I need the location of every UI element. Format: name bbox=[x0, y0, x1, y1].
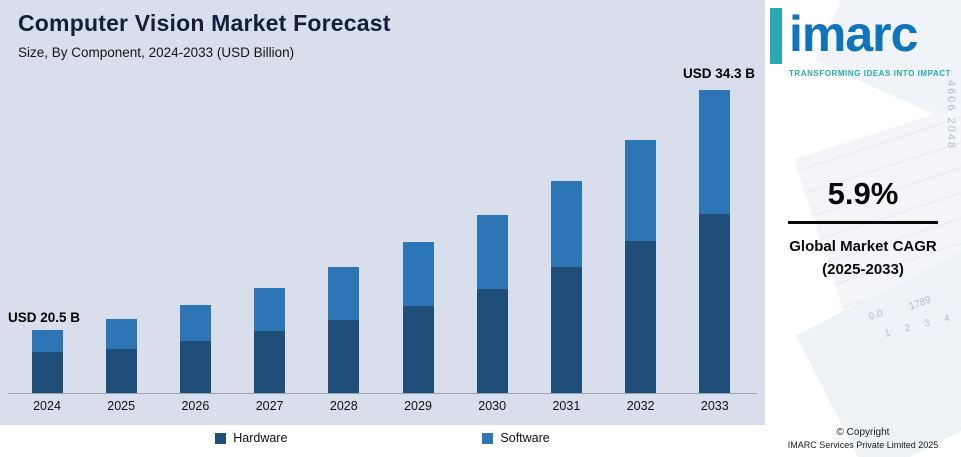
chart-subtitle: Size, By Component, 2024-2033 (USD Billi… bbox=[18, 45, 295, 60]
software-segment bbox=[105, 319, 137, 349]
legend-label-software: Software bbox=[500, 431, 550, 445]
cagr-block: 5.9% Global Market CAGR (2025-2033) bbox=[765, 176, 961, 282]
value-label-2024: USD 20.5 B bbox=[8, 310, 81, 325]
software-segment bbox=[31, 330, 63, 352]
x-tick-2026: 2026 bbox=[181, 399, 210, 413]
hardware-segment bbox=[402, 306, 434, 393]
bar-2031 bbox=[550, 181, 582, 393]
hardware-segment bbox=[328, 320, 360, 393]
software-segment bbox=[699, 90, 731, 214]
bar-2030 bbox=[476, 215, 508, 393]
imarc-logo: imarc bbox=[770, 6, 918, 64]
copyright-line2: IMARC Services Private Limited 2025 bbox=[787, 440, 939, 450]
cagr-divider bbox=[788, 221, 938, 224]
bar-2027 bbox=[254, 288, 286, 393]
software-segment bbox=[402, 242, 434, 306]
legend-item-hardware: Hardware bbox=[215, 431, 287, 445]
chart-title: Computer Vision Market Forecast bbox=[18, 10, 391, 36]
software-swatch-icon bbox=[482, 432, 494, 444]
legend-label-hardware: Hardware bbox=[233, 431, 288, 445]
plot-area bbox=[31, 90, 731, 393]
logo-tagline: TRANSFORMING IDEAS INTO IMPACT bbox=[789, 69, 951, 78]
x-tick-2024: 2024 bbox=[33, 399, 61, 413]
x-tick-2031: 2031 bbox=[552, 399, 581, 413]
x-tick-2032: 2032 bbox=[626, 399, 655, 413]
cagr-label: Global Market CAGR bbox=[789, 238, 937, 255]
x-tick-2030: 2030 bbox=[478, 399, 507, 413]
hardware-swatch-icon bbox=[215, 432, 227, 444]
x-tick-2033: 2033 bbox=[700, 399, 729, 413]
hardware-segment bbox=[550, 267, 582, 393]
value-label-2033: USD 34.3 B bbox=[682, 66, 755, 81]
hardware-segment bbox=[105, 349, 137, 393]
bar-2025 bbox=[105, 319, 137, 393]
bar-2024 bbox=[31, 330, 63, 393]
chart-area: Computer Vision Market Forecast Size, By… bbox=[0, 0, 765, 445]
hardware-segment bbox=[254, 331, 286, 393]
legend: Hardware Software bbox=[0, 431, 765, 445]
bar-2029 bbox=[402, 242, 434, 393]
legend-item-software: Software bbox=[482, 431, 550, 445]
bar-2032 bbox=[625, 140, 657, 393]
x-tick-2027: 2027 bbox=[255, 399, 284, 413]
hardware-segment bbox=[179, 341, 211, 393]
software-segment bbox=[328, 267, 360, 320]
logo-bar-icon bbox=[770, 8, 782, 64]
logo-wordmark: imarc bbox=[789, 6, 918, 62]
x-tick-2029: 2029 bbox=[404, 399, 432, 413]
bar-2033 bbox=[699, 90, 731, 393]
bar-2026 bbox=[179, 305, 211, 393]
software-segment bbox=[625, 140, 657, 241]
software-segment bbox=[476, 215, 508, 289]
hardware-segment bbox=[31, 352, 63, 393]
x-tick-2025: 2025 bbox=[107, 399, 136, 413]
cagr-value: 5.9% bbox=[827, 176, 899, 211]
hardware-segment bbox=[476, 289, 508, 393]
x-tick-2028: 2028 bbox=[329, 399, 358, 413]
software-segment bbox=[179, 305, 211, 341]
cagr-period: (2025-2033) bbox=[822, 261, 904, 279]
bar-2028 bbox=[328, 267, 360, 393]
x-axis-line bbox=[8, 393, 757, 394]
copyright: © Copyright IMARC Services Private Limit… bbox=[765, 427, 961, 450]
software-segment bbox=[550, 181, 582, 267]
software-segment bbox=[254, 288, 286, 331]
brand-panel: 4606 2048 1789 0.0 1 2 3 4 imarc TRANSFO… bbox=[765, 0, 961, 457]
decor-number: 4606 2048 bbox=[945, 80, 957, 150]
hardware-segment bbox=[699, 214, 731, 393]
hardware-segment bbox=[625, 241, 657, 393]
copyright-line1: © Copyright bbox=[836, 427, 890, 438]
